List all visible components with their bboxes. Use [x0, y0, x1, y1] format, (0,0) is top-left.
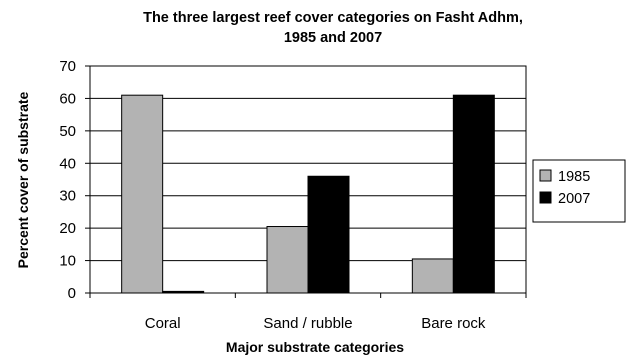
y-axis-ticks: 0 10 20 30 40 50 60 70 — [59, 58, 90, 302]
legend-label: 1985 — [558, 169, 590, 185]
bar — [121, 94, 164, 294]
legend-label: 2007 — [558, 191, 590, 207]
legend-swatch — [539, 191, 552, 204]
x-axis-ticks: Coral Sand / rubble Bare rock — [89, 293, 527, 332]
y-tick-label: 40 — [59, 155, 76, 172]
bar — [162, 290, 205, 294]
x-tick-label: Sand / rubble — [263, 315, 352, 332]
y-axis-label: Percent cover of substrate — [15, 91, 31, 268]
bar — [307, 175, 350, 294]
x-tick-label: Coral — [145, 315, 181, 332]
bar — [452, 94, 495, 294]
bar — [411, 258, 454, 294]
bar — [266, 226, 309, 294]
y-tick-label: 60 — [59, 90, 76, 107]
y-tick-label: 20 — [59, 220, 76, 237]
y-tick-label: 10 — [59, 253, 76, 270]
chart-title-line-1: The three largest reef cover categories … — [143, 10, 523, 26]
x-axis-label: Major substrate categories — [226, 339, 404, 355]
legend: 1985 2007 — [532, 159, 626, 223]
y-tick-label: 50 — [59, 123, 76, 140]
y-tick-label: 30 — [59, 188, 76, 205]
y-tick-label: 0 — [68, 285, 76, 302]
chart-title-line-2: 1985 and 2007 — [284, 30, 382, 46]
x-tick-label: Bare rock — [421, 315, 486, 332]
legend-swatch — [539, 169, 552, 182]
bars — [121, 94, 495, 294]
y-tick-label: 70 — [59, 58, 76, 75]
